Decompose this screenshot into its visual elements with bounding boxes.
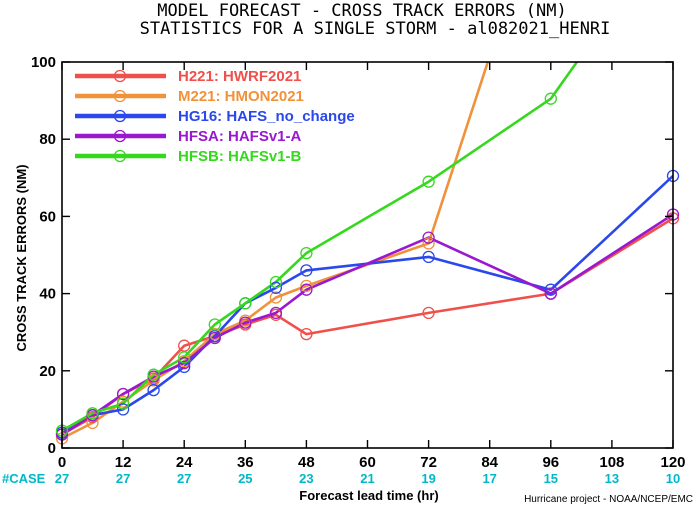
case-count: 10 [666,471,680,486]
x-tick-label: 12 [115,454,132,471]
series-4-point [178,356,191,370]
x-axis-label: Forecast lead time (hr) [299,488,438,503]
legend-swatch-marker [113,69,127,83]
series-3-point [422,250,435,264]
series-4-point [239,316,252,329]
case-count: 21 [360,471,374,486]
case-row-label: #CASE [2,471,46,486]
y-axis-label: CROSS TRACK ERRORS (NM) [14,164,29,351]
legend-swatch-marker [113,109,127,123]
legend-entry-1: H221: HWRF2021 [75,68,301,85]
legend-swatch-marker [113,149,127,163]
axes: 0 12 24 36 48 60 72 84 96 108 120 0 20 40 60 80 100 [31,54,686,471]
series-1-markers [55,212,680,441]
series-3-point [544,283,557,296]
legend: H221: HWRF2021 M221: HMON2021 HG16: HAFS_n… [75,68,355,165]
y-tick-label: 40 [39,286,56,303]
series-5-markers [55,92,557,437]
series-5-point [300,246,313,260]
legend-entry-2: M221: HMON2021 [75,88,304,105]
x-tick-label: 96 [542,454,559,471]
legend-entry-4: HFSA: HAFSv1-A [75,128,302,145]
series-5-point [239,297,252,310]
series-2-point [422,237,435,250]
series-3-point [269,281,283,294]
series-2-markers [55,237,435,445]
x-tick-label: 24 [176,454,193,471]
credit-text: Hurricane project - NOAA/NCEP/EMC [524,494,693,505]
series-2-point [86,416,99,430]
y-tick-label: 20 [39,363,56,380]
legend-swatch-marker [113,129,127,143]
x-tick-label: 60 [359,454,376,471]
y-tick-label: 100 [31,54,56,71]
series-3 [62,174,673,434]
series-5-point [544,92,557,105]
series-5-point [269,275,283,289]
legend-entry-5: HFSB: HAFSv1-B [75,148,302,165]
legend-label: HFSB: HAFSv1-B [178,148,302,165]
series-5-point [178,351,191,364]
series-5-point [86,407,99,420]
case-count: 17 [482,471,496,486]
case-count: 13 [605,471,619,486]
x-tick-label: 84 [481,454,498,471]
series-1-line [62,217,673,436]
legend-label: HFSA: HAFSv1-A [178,128,302,145]
case-count-row: #CASE 27 27 27 25 23 21 19 17 15 13 10 [2,471,680,486]
series-4-line [62,213,673,436]
x-tick-label: 120 [660,454,685,471]
case-count: 27 [116,471,130,486]
series-5-point [422,175,435,188]
legend-swatch-marker [113,89,127,103]
case-count: 15 [544,471,558,486]
case-count: 19 [421,471,435,486]
series-1-point [422,306,435,320]
series-2-point [300,279,313,293]
legend-label: HG16: HAFS_no_change [178,108,355,125]
legend-entry-3: HG16: HAFS_no_change [75,108,355,125]
series-4-point [544,287,557,300]
x-tick-label: 48 [298,454,315,471]
x-tick-label: 0 [58,454,66,471]
legend-label: M221: HMON2021 [178,88,304,105]
series-3-point [147,383,160,397]
series-5-point [147,368,160,381]
y-tick-label: 60 [39,208,56,225]
series-3-line [62,174,673,434]
chart-title: MODEL FORECAST - CROSS TRACK ERRORS (NM) [157,1,566,21]
case-count: 27 [55,471,69,486]
series-3-point [116,403,130,416]
y-tick-label: 80 [39,131,56,148]
series-1 [62,217,673,436]
series-4 [62,213,673,436]
x-tick-label: 72 [420,454,437,471]
series-4-point [208,331,221,345]
x-tick-label: 108 [599,454,624,471]
chart-subtitle: STATISTICS FOR A SINGLE STORM - al082021… [140,19,611,39]
series-3-point [178,360,191,374]
series-4-markers [55,208,680,441]
series-layer [55,62,680,445]
series-2-point [269,291,283,304]
series-4-point [422,231,435,244]
series-5-point [208,318,221,331]
series-4-point [300,283,313,296]
case-count: 25 [238,471,252,486]
x-tick-label: 36 [237,454,254,471]
series-5-point [116,397,130,410]
series-3-markers [55,169,680,439]
series-4-point [116,387,130,401]
series-3-point [300,264,313,277]
series-2-point [147,374,160,387]
legend-label: H221: HWRF2021 [178,68,301,85]
series-4-point [269,306,283,320]
y-tick-label: 0 [48,440,56,457]
case-count: 23 [299,471,313,486]
series-1-point [300,327,313,341]
case-count: 27 [177,471,191,486]
